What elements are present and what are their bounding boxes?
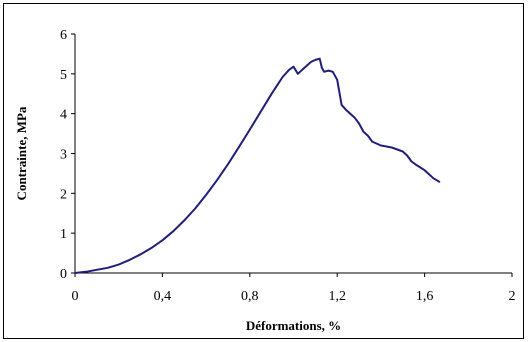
stress-strain-chart: 0 1 2 3 4 5 6 0 0,4 0,8 1,2 1,6 2 Contrainte, MPa D… <box>14 28 516 333</box>
y-tick-label: 3 <box>60 148 67 163</box>
x-tick-label: 2 <box>509 289 516 304</box>
x-axis-title: Déformations, % <box>246 318 341 333</box>
x-axis-ticks: 0 0,4 0,8 1,2 1,6 2 <box>72 273 516 304</box>
y-tick-label: 4 <box>60 108 67 123</box>
x-tick-label: 1,6 <box>416 289 434 304</box>
x-tick-label: 0 <box>72 289 79 304</box>
y-axis-ticks: 0 1 2 3 4 5 6 <box>60 28 75 282</box>
y-tick-label: 2 <box>60 187 67 202</box>
x-tick-label: 1,2 <box>328 289 346 304</box>
y-tick-label: 5 <box>60 68 67 83</box>
x-tick-label: 0,8 <box>241 289 259 304</box>
y-tick-label: 6 <box>60 28 67 43</box>
series-line-stress-strain <box>74 57 441 274</box>
y-tick-label: 0 <box>60 267 67 282</box>
chart-frame: 0 1 2 3 4 5 6 0 0,4 0,8 1,2 1,6 2 Contrainte, MPa D… <box>3 3 524 339</box>
y-axis-title: Contrainte, MPa <box>14 106 29 200</box>
y-tick-label: 1 <box>60 227 67 242</box>
x-tick-label: 0,4 <box>154 289 172 304</box>
